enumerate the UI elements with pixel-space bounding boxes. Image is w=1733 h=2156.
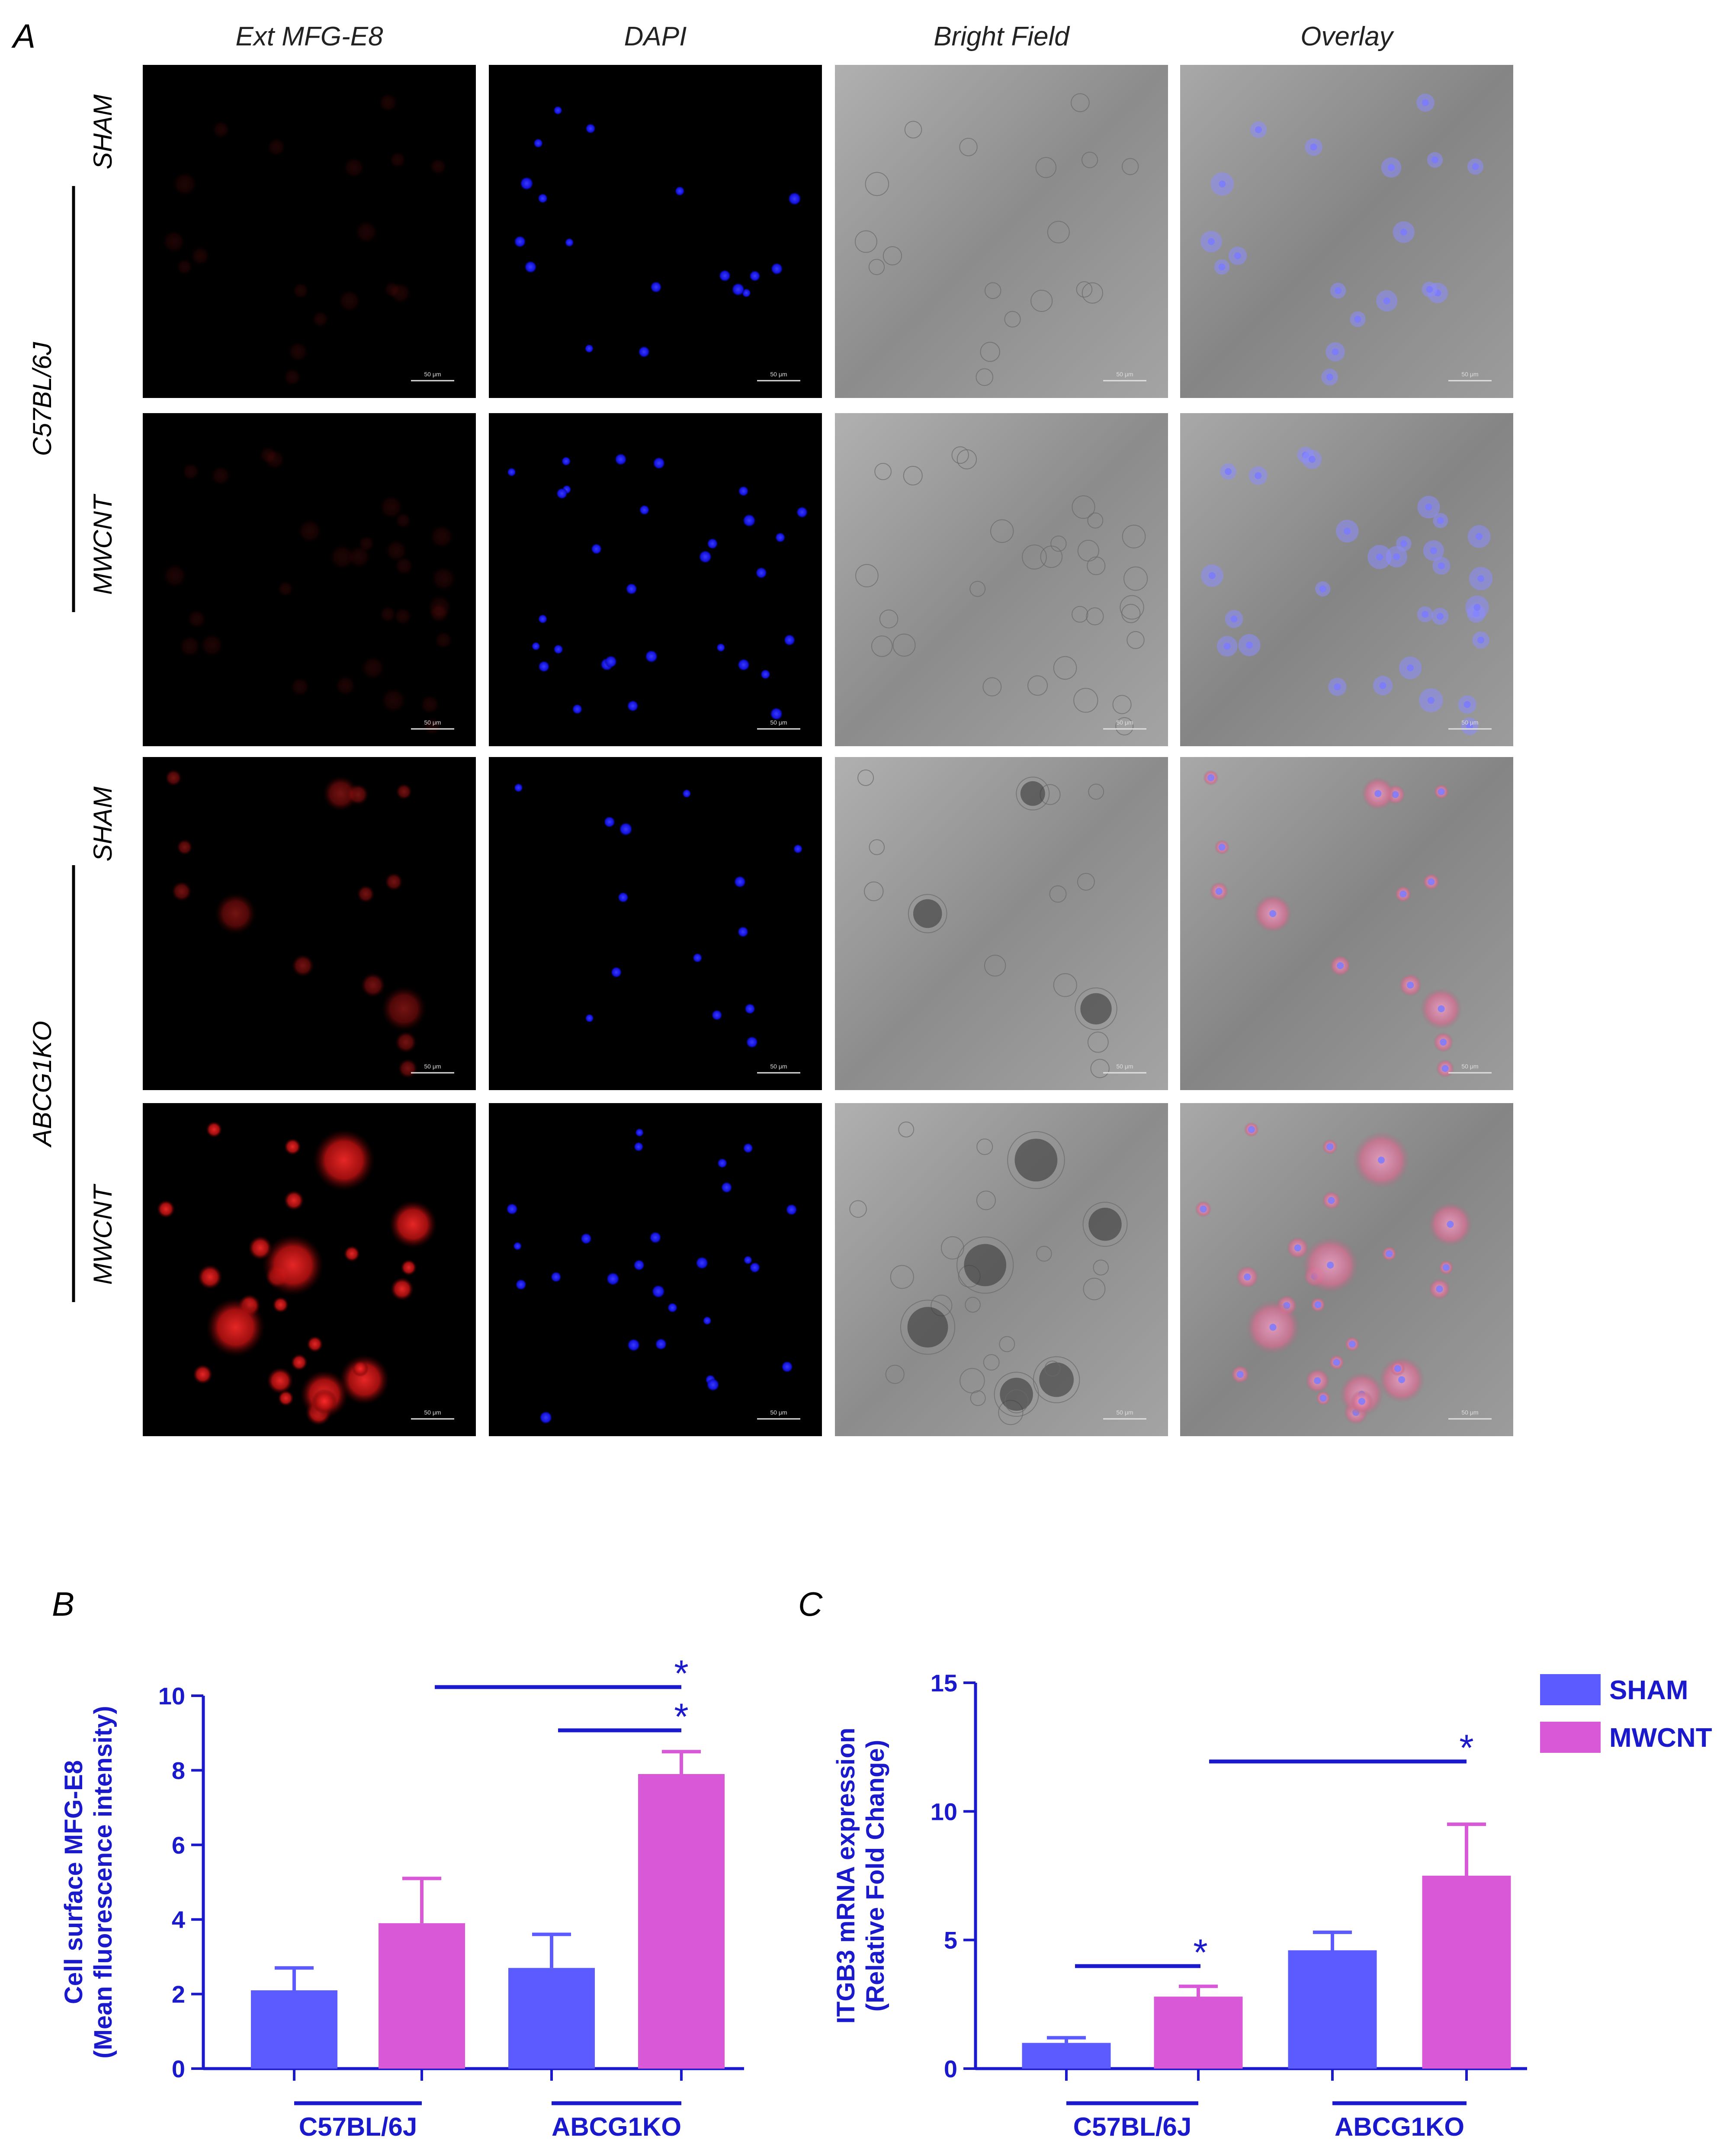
y-tick-label: 2 (172, 1981, 185, 2008)
y-axis-title-line2: (Mean fluorescence intensity) (89, 1706, 117, 2058)
scale-bar-label: 50 μm (1116, 719, 1133, 726)
column-header-3: Bright Field (934, 22, 1070, 51)
bar-sham-1 (251, 1990, 337, 2069)
legend-swatch-mwcnt (1540, 1722, 1601, 1753)
micrograph-r3-c4: 50 μm (1180, 757, 1513, 1090)
group-label: C57BL/6J (1073, 2112, 1191, 2141)
group-label: ABCG1KO (552, 2112, 681, 2141)
group-label: ABCG1KO (1335, 2112, 1464, 2141)
legend: SHAM MWCNT (1540, 1674, 1712, 1753)
micrograph-r1-c1: 50 μm (143, 65, 476, 398)
y-tick-label: 0 (944, 2055, 957, 2082)
strain-label: ABCG1KO (28, 1021, 57, 1148)
legend-label-sham: SHAM (1609, 1675, 1688, 1705)
column-header-4: Overlay (1300, 22, 1395, 51)
y-tick-label: 10 (158, 1682, 185, 1710)
y-axis-title-line1: ITGB3 mRNA expression (832, 1728, 860, 2024)
panel-c-letter: C (798, 1585, 823, 1623)
y-tick-label: 8 (172, 1757, 185, 1784)
image-grid: 50 μm 50 μm 50 μm 50 μm 50 μm 50 μm 50 μm 50 μm… (143, 65, 1513, 1436)
bar-sham-1 (1022, 2043, 1111, 2069)
micrograph-r2-c2: 50 μm (489, 413, 822, 746)
scale-bar-label: 50 μm (1116, 1409, 1133, 1416)
panel-b-letter: B (52, 1585, 74, 1623)
condition-label: MWCNT (88, 1184, 117, 1285)
y-tick-label: 15 (931, 1669, 957, 1697)
panel-b: B 0 2 4 6 8 10 Cell surface MFG-E8 (Mean fluore… (52, 1585, 744, 2141)
micrograph-r1-c3: 50 μm (835, 65, 1168, 398)
micrograph-r2-c1: 50 μm (143, 413, 476, 746)
y-tick-label: 5 (944, 1927, 957, 1954)
micrograph-r2-c4: 50 μm (1180, 413, 1513, 746)
column-header-1: Ext MFG-E8 (235, 22, 383, 51)
condition-label: SHAM (88, 94, 117, 169)
micrograph-r2-c3: 50 μm (835, 413, 1168, 746)
scale-bar-label: 50 μm (424, 719, 441, 726)
condition-label: MWCNT (88, 494, 117, 595)
condition-label: SHAM (88, 786, 117, 861)
scale-bar-label: 50 μm (1116, 1063, 1133, 1070)
micrograph-r4-c4: 50 μm (1180, 1103, 1513, 1436)
y-tick-label: 6 (172, 1832, 185, 1859)
bar-mwcnt-1 (1154, 1996, 1243, 2069)
scale-bar-label: 50 μm (1116, 371, 1133, 378)
bar-sham-2 (1288, 1950, 1377, 2069)
scale-bar-label: 50 μm (1461, 719, 1478, 726)
y-tick-label: 10 (931, 1798, 957, 1825)
scale-bar-label: 50 μm (424, 1409, 441, 1416)
scale-bar-label: 50 μm (770, 719, 787, 726)
y-axis-title-line2: (Relative Fold Change) (861, 1740, 889, 2012)
y-axis-title-line1: Cell surface MFG-E8 (60, 1760, 88, 2004)
bar-sham-2 (508, 1968, 595, 2069)
legend-swatch-sham (1540, 1674, 1601, 1705)
scale-bar-label: 50 μm (424, 371, 441, 378)
scale-bar-label: 50 μm (1461, 1063, 1478, 1070)
scale-bar-label: 50 μm (1461, 371, 1478, 378)
chart-c: 0 5 10 15 ITGB3 mRNA expression (Relative Fol… (832, 1669, 1527, 2141)
column-header-2: DAPI (624, 22, 687, 51)
micrograph-r4-c1: 50 μm (143, 1103, 476, 1436)
y-tick-label: 4 (172, 1906, 185, 1933)
micrograph-r4-c2: 50 μm (489, 1103, 822, 1436)
panel-c: C 0 5 10 15 ITGB3 mRNA expression (Relative F… (798, 1585, 1527, 2141)
micrograph-r3-c3: 50 μm (835, 757, 1168, 1090)
micrograph-r3-c1: 50 μm (143, 757, 476, 1090)
scale-bar-label: 50 μm (770, 1063, 787, 1070)
significance-star: * (674, 1696, 688, 1738)
panel-a-letter: A (11, 17, 35, 55)
scale-bar-label: 50 μm (1461, 1409, 1478, 1416)
strain-label: C57BL/6J (28, 342, 57, 456)
significance-star: * (1193, 1932, 1207, 1973)
micrograph-r3-c2: 50 μm (489, 757, 822, 1090)
chart-b: 0 2 4 6 8 10 Cell surface MFG-E8 (Mean fluoresc… (60, 1653, 744, 2141)
micrograph-r1-c2: 50 μm (489, 65, 822, 398)
panel-a: A Ext MFG-E8 DAPI Bright Field Overlay 50 μ… (11, 17, 1513, 1436)
bar-mwcnt-1 (379, 1923, 465, 2069)
row-labels: C57BL/6J SHAM MWCNT ABCG1KO SHAM MWCNT (28, 94, 117, 1302)
legend-label-mwcnt: MWCNT (1609, 1723, 1712, 1753)
micrograph-r4-c3: 50 μm (835, 1103, 1168, 1436)
group-label: C57BL/6J (299, 2112, 417, 2141)
column-headers: Ext MFG-E8 DAPI Bright Field Overlay (235, 22, 1394, 51)
significance-star: * (674, 1653, 688, 1694)
micrograph-r1-c4: 50 μm (1180, 65, 1513, 398)
y-tick-label: 0 (172, 2055, 185, 2082)
significance-star: * (1459, 1727, 1473, 1769)
scale-bar-label: 50 μm (424, 1063, 441, 1070)
scale-bar-label: 50 μm (770, 1409, 787, 1416)
bar-mwcnt-2 (638, 1774, 725, 2069)
bar-mwcnt-2 (1422, 1876, 1511, 2069)
scale-bar-label: 50 μm (770, 371, 787, 378)
